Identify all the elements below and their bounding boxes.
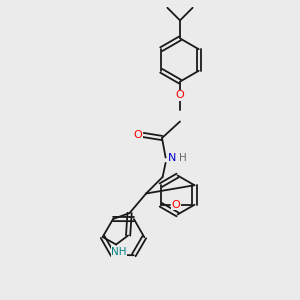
Text: NH: NH [111, 247, 127, 257]
Text: O: O [176, 90, 184, 100]
Text: N: N [168, 153, 176, 163]
Text: H: H [179, 153, 187, 163]
Text: O: O [171, 200, 180, 210]
Text: O: O [134, 130, 142, 140]
